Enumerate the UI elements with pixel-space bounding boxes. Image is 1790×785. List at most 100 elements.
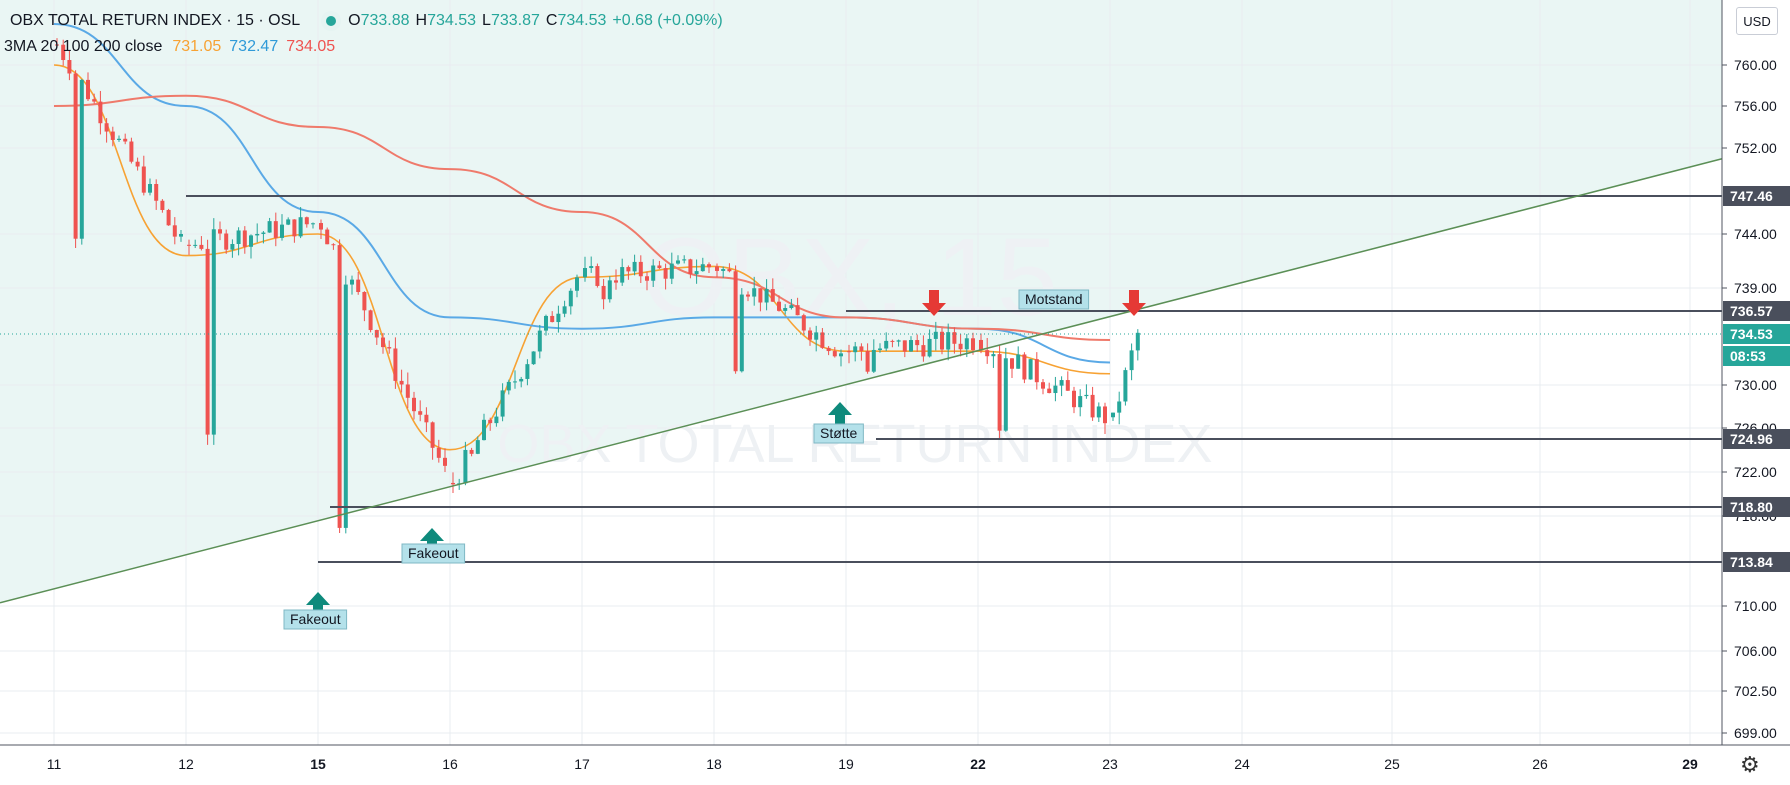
- candle-body: [298, 217, 303, 237]
- x-tick-label: 25: [1384, 756, 1400, 772]
- ma-line-3: [53, 94, 1111, 341]
- candle-body: [79, 79, 84, 239]
- candle-body: [614, 280, 618, 283]
- candle-body: [871, 349, 876, 372]
- candle-body: [236, 230, 241, 245]
- currency-button[interactable]: USD: [1736, 7, 1778, 35]
- candle-body: [399, 380, 404, 385]
- candle-body: [331, 244, 336, 246]
- market-status-icon: [326, 16, 337, 26]
- candle-body: [820, 332, 825, 348]
- candle-body: [1090, 394, 1095, 418]
- x-tick-label: 16: [442, 756, 458, 772]
- candle-body: [506, 381, 511, 391]
- candle-body: [727, 269, 732, 272]
- ma-indicator-name[interactable]: 3MA 20 100 200 close: [4, 38, 163, 55]
- candle-body: [1047, 388, 1052, 394]
- candle-body: [280, 224, 284, 238]
- symbol-title[interactable]: OBX TOTAL RETURN INDEX · 15 · OSL: [10, 12, 301, 29]
- candle-body: [92, 99, 97, 102]
- x-tick-label: 24: [1234, 756, 1250, 772]
- candle-body: [242, 230, 247, 247]
- ma-row: 3MA 20 100 200 close 731.05 732.47 734.0…: [0, 34, 723, 60]
- candle-body: [135, 161, 140, 167]
- high-value: 734.53: [427, 12, 477, 29]
- annotations[interactable]: Motstand Støtte Fakeout Fakeout: [283, 289, 1146, 630]
- candle-body: [979, 339, 983, 351]
- arrow-down-icon: [1122, 290, 1146, 316]
- annotation-label-text: Fakeout: [290, 611, 341, 627]
- candle-body: [902, 340, 907, 352]
- annotation-label: [813, 423, 864, 444]
- candle-body: [362, 292, 367, 311]
- candle-body: [1123, 370, 1128, 402]
- candle-body: [715, 266, 719, 271]
- candle-body: [958, 343, 963, 350]
- candle-body: [86, 79, 90, 100]
- price-badge-label: 734.53: [1730, 326, 1773, 342]
- arrow-up-icon: [306, 592, 330, 618]
- candle-body: [531, 351, 536, 365]
- open-label: O: [348, 12, 361, 29]
- candle-body: [98, 101, 103, 124]
- candle-body: [73, 73, 78, 239]
- candle-body: [971, 338, 975, 351]
- x-tick-label: 15: [310, 756, 326, 772]
- candle-body: [933, 331, 938, 339]
- close-value: 734.53: [557, 12, 607, 29]
- candle-body: [418, 411, 423, 415]
- ma200-value: 734.05: [286, 38, 336, 55]
- candle-body: [940, 331, 944, 350]
- candle-body: [110, 131, 115, 140]
- candle-body: [620, 267, 625, 283]
- horizontal-levels[interactable]: [0, 195, 1722, 563]
- candle-body: [865, 350, 870, 372]
- candle-body: [525, 364, 530, 379]
- trendline[interactable]: [0, 158, 1723, 604]
- candle-body: [424, 414, 429, 423]
- candle-body: [700, 264, 705, 272]
- candle-body: [707, 264, 711, 268]
- price-badge-label: 747.46: [1730, 188, 1773, 204]
- candle-body: [814, 332, 819, 340]
- candle-body: [292, 219, 297, 237]
- y-tick-label: 730.00: [1734, 377, 1777, 393]
- candle-body: [764, 289, 769, 303]
- y-tick-label: 744.00: [1734, 226, 1777, 242]
- watermark: OBX, 15 OBX TOTAL RETURN INDEX: [497, 216, 1212, 474]
- candle-body: [550, 315, 555, 323]
- candle-body: [443, 457, 447, 466]
- candle-body: [148, 183, 152, 193]
- candle-body: [663, 268, 668, 279]
- candle-body: [224, 233, 229, 250]
- candle-body: [676, 260, 680, 264]
- candle-body: [1111, 412, 1115, 418]
- candle-body: [688, 259, 693, 275]
- candle-body: [795, 305, 800, 316]
- candle-body: [350, 279, 354, 285]
- price-badge-label: 718.80: [1730, 499, 1773, 515]
- candle-body: [325, 229, 330, 245]
- candle-body: [1034, 359, 1039, 383]
- candle-body: [451, 482, 455, 485]
- candle-body: [129, 141, 134, 162]
- annotation-label: [401, 543, 466, 564]
- candle-body: [513, 381, 517, 383]
- candle-body: [758, 288, 763, 303]
- x-tick-label: 22: [970, 756, 986, 772]
- low-value: 733.87: [490, 12, 540, 29]
- candle-body: [469, 449, 474, 454]
- candle-body: [1129, 350, 1134, 371]
- candle-body: [752, 288, 757, 297]
- candle-body: [884, 340, 889, 349]
- candle-body: [853, 346, 858, 353]
- candle-body: [626, 267, 631, 272]
- candle-body: [405, 384, 410, 398]
- gear-icon[interactable]: ⚙: [1740, 752, 1760, 777]
- candle-body: [859, 346, 864, 351]
- candle-body: [500, 390, 505, 417]
- candle-body: [896, 340, 901, 342]
- candle-body: [1041, 382, 1045, 389]
- candle-body: [141, 166, 146, 193]
